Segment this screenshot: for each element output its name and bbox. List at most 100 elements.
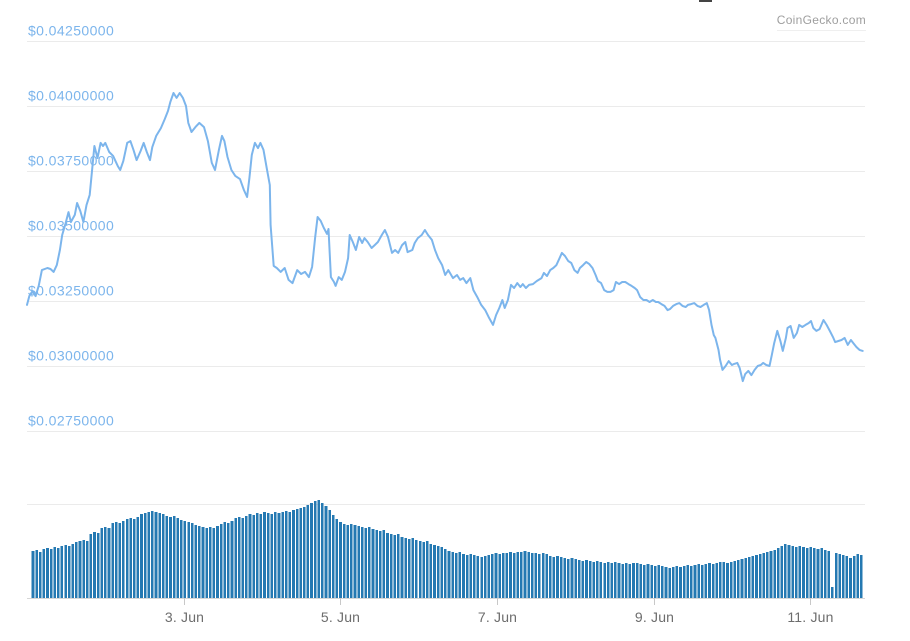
volume-bar — [96, 533, 100, 598]
volume-bar — [462, 554, 465, 598]
x-axis-label: 11. Jun — [787, 609, 833, 625]
volume-bar — [603, 563, 606, 598]
volume-bar — [136, 517, 140, 598]
volume-bar — [245, 516, 248, 598]
volume-bar — [183, 521, 187, 598]
volume-bar — [165, 516, 169, 598]
volume-bar — [729, 562, 733, 598]
volume-bar — [794, 547, 798, 598]
volume-bar — [64, 545, 67, 598]
volume-bar — [440, 547, 444, 598]
volume-bar — [357, 526, 360, 598]
volume-bar — [100, 528, 104, 598]
volume-bar — [415, 540, 418, 598]
volume-bar — [548, 556, 552, 598]
volume-bar — [711, 564, 715, 598]
volume-bar — [143, 513, 147, 598]
volume-bar — [494, 553, 498, 598]
volume-bar — [172, 516, 176, 598]
volume-bar — [693, 565, 697, 598]
volume-bar — [407, 539, 411, 598]
volume-bar — [353, 525, 357, 598]
y-axis-label: $0.03000000 — [28, 348, 114, 364]
volume-bar — [299, 508, 302, 598]
volume-bar — [813, 548, 816, 598]
volume-bar — [614, 562, 617, 598]
volume-bar — [671, 567, 675, 598]
volume-bar — [719, 562, 722, 598]
y-axis-label: $0.03500000 — [28, 218, 114, 234]
volume-bar — [773, 550, 776, 598]
volume-bar — [321, 503, 324, 598]
volume-bar — [180, 520, 183, 598]
volume-bar — [834, 553, 838, 598]
volume-bar — [382, 530, 386, 598]
volume-bar — [328, 510, 331, 598]
volume-bar — [766, 552, 769, 598]
volume-bar — [129, 518, 132, 598]
volume-bar — [563, 558, 567, 598]
volume-bar — [675, 566, 679, 598]
volume-bar — [67, 546, 71, 598]
volume-bar — [635, 563, 639, 598]
volume-bar — [483, 556, 487, 598]
volume-bar — [491, 554, 494, 598]
volume-bar — [223, 522, 227, 598]
volume-bar — [512, 553, 516, 598]
volume-bar — [776, 548, 780, 598]
volume-bar — [118, 523, 122, 598]
volume-bar — [570, 558, 574, 598]
volume-bar — [574, 559, 577, 598]
volume-bar — [93, 532, 96, 598]
volume-bar — [465, 555, 469, 598]
volume-bar — [838, 554, 841, 598]
volume-bar — [480, 557, 483, 598]
volume-bar — [331, 515, 335, 598]
volume-bar — [161, 514, 165, 598]
volume-bar — [426, 541, 429, 598]
volume-bar — [501, 553, 505, 598]
volume-bar — [845, 556, 849, 598]
volume-bar — [664, 567, 668, 598]
volume-bar — [791, 546, 794, 598]
volume-bar — [473, 555, 476, 598]
volume-bar — [317, 500, 321, 598]
volume-bar — [125, 519, 129, 598]
volume-bar — [386, 533, 389, 598]
volume-bar — [397, 534, 400, 598]
volume-bar — [823, 550, 827, 598]
volume-bar — [444, 549, 447, 598]
volume-bar — [556, 556, 559, 598]
volume-bar — [187, 522, 190, 598]
volume-bar — [653, 566, 657, 598]
volume-bar — [682, 566, 686, 598]
watermark-text: CoinGecko.com — [776, 13, 866, 27]
volume-bar — [621, 564, 624, 598]
volume-bar — [827, 551, 831, 598]
volume-bar — [360, 527, 364, 598]
volume-bar — [342, 524, 346, 598]
volume-bar — [411, 538, 415, 598]
volume-bar — [339, 522, 342, 598]
volume-bar — [737, 560, 740, 598]
volume-bar — [132, 519, 136, 598]
volume-bar — [57, 548, 60, 598]
volume-bar — [798, 546, 802, 598]
volume-bar — [530, 553, 534, 598]
volume-bar — [107, 528, 111, 598]
volume-bar — [85, 541, 89, 598]
volume-bar — [35, 550, 38, 598]
volume-bar — [147, 512, 151, 598]
volume-bar — [852, 556, 856, 598]
price-line[interactable] — [26, 92, 864, 383]
volume-bar — [216, 526, 219, 598]
volume-bar — [585, 560, 588, 598]
watermark-link[interactable]: CoinGecko.com — [776, 13, 866, 31]
x-axis-label: 3. Jun — [165, 609, 204, 625]
volume-bar — [668, 568, 671, 598]
volume-bar — [219, 524, 223, 598]
volume-bar — [42, 549, 46, 598]
volume-bar — [715, 563, 718, 598]
